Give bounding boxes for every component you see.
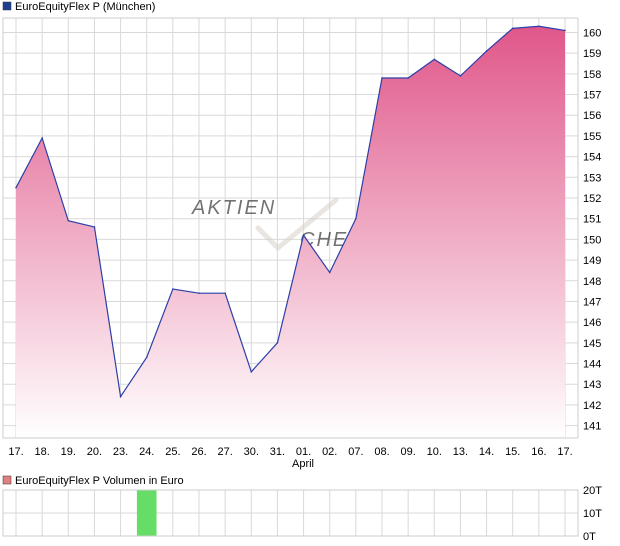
price-y-axis: 141 142 143 144 145 146 147 148 149 150 151 152 153 1… [583,27,601,432]
price-point [41,137,43,139]
price-y-tick-label: 143 [583,379,601,391]
price-point [355,217,357,220]
x-tick-label: 08. [374,446,389,458]
volume-grid [3,490,578,536]
price-y-tick-label: 160 [583,27,601,39]
volume-y-tick-label: 0T [583,531,596,543]
price-y-tick-label: 142 [583,400,601,412]
price-legend-label: EuroEquityFlex P (München) [15,1,155,13]
x-tick-label: 14. [479,446,494,458]
price-point [328,271,331,274]
price-point [15,186,17,189]
x-tick-label: 17. [8,446,23,458]
price-y-tick-label: 149 [583,255,601,267]
x-tick-label: 10. [427,446,442,458]
x-tick-label: 19. [61,446,76,458]
price-point [538,25,540,28]
price-point [276,342,279,344]
volume-y-tick-label: 10T [583,508,602,520]
x-tick-label: 25. [165,446,180,458]
price-point [119,395,122,398]
volume-bars [136,490,157,536]
x-tick-label: 23. [113,446,128,458]
price-y-tick-label: 159 [583,48,601,60]
price-y-tick-label: 141 [583,421,601,433]
price-y-tick-label: 152 [583,193,601,205]
price-point [93,226,96,228]
month-label: April [292,458,314,470]
x-tick-label: 24. [139,446,154,458]
volume-bar [136,490,157,536]
price-y-tick-label: 146 [583,317,601,329]
x-tick-label: 01. [296,446,311,458]
x-tick-label: 26. [191,446,206,458]
x-tick-label: 09. [400,446,415,458]
x-tick-label: 15. [505,446,520,458]
price-point [224,292,226,294]
price-point [145,356,148,359]
volume-legend-label: EuroEquityFlex P Volumen in Euro [15,475,184,487]
x-axis: 17. 18. 19. 20. 23. 24. 25. 26. 27. 30. 31. 01. 02. 0… [8,25,573,458]
x-tick-label: 16. [531,446,546,458]
price-area [16,26,565,439]
price-point [67,219,70,222]
x-tick-label: 17. [557,446,572,458]
x-tick-label: 27. [217,446,232,458]
volume-chart-frame [2,489,579,537]
price-y-tick-label: 158 [583,69,601,81]
x-tick-label: 31. [270,446,285,458]
x-tick-label: 18. [34,446,49,458]
price-chart-frame [2,17,579,439]
price-y-tick-label: 157 [583,90,601,102]
watermark-check-icon [255,197,339,252]
price-point [198,292,200,294]
price-y-tick-label: 156 [583,110,601,122]
price-y-tick-label: 153 [583,172,601,184]
price-y-tick-label: 144 [583,359,601,371]
x-tick-label: 13. [453,446,468,458]
price-point [250,370,253,373]
price-point [564,29,566,32]
price-point [172,288,174,290]
volume-legend-swatch [2,475,12,485]
price-y-tick-label: 145 [583,338,601,350]
price-y-tick-label: 148 [583,276,601,288]
volume-y-tick-label: 20T [583,485,602,497]
price-line [15,25,566,399]
price-point [485,50,488,52]
price-legend-swatch [2,1,12,11]
x-tick-label: 20. [87,446,102,458]
price-point [459,75,462,77]
volume-y-axis: 0T 10T 20T [583,485,602,543]
x-tick-label: 07. [348,446,363,458]
price-point [511,27,514,30]
price-y-tick-label: 150 [583,234,601,246]
price-y-tick-label: 155 [583,131,601,143]
price-y-tick-label: 154 [583,152,601,164]
x-tick-label: 02. [322,446,337,458]
price-y-tick-label: 151 [583,214,601,226]
price-point [433,58,436,61]
watermark-text: AKTIEN [191,197,276,219]
price-point [302,234,305,237]
price-point [381,77,383,79]
price-point [407,77,409,79]
price-y-tick-label: 147 [583,296,601,308]
x-tick-label: 30. [244,446,259,458]
